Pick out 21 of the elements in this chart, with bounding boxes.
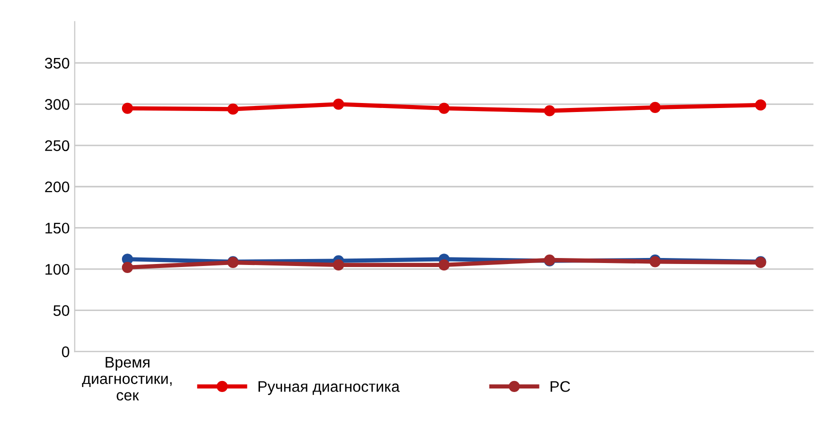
point	[227, 104, 239, 115]
point	[122, 102, 134, 114]
y-tick-label: 100	[46, 264, 70, 275]
legend-label: PC	[550, 381, 570, 392]
point	[544, 105, 556, 116]
legend-label: Ручная диагностика	[258, 381, 400, 395]
y-tick-label: 50	[53, 305, 70, 316]
y-tick-label: 350	[44, 58, 70, 69]
point	[332, 259, 344, 271]
point	[122, 262, 134, 273]
point	[755, 99, 766, 111]
y-tick-label: 300	[44, 99, 70, 110]
y-tick-label: 200	[45, 181, 70, 192]
y-tick-label: 0	[62, 346, 70, 358]
point	[438, 259, 450, 271]
point	[650, 102, 661, 114]
y-tick-label: 250	[45, 140, 70, 152]
y-tick-label: 150	[46, 222, 70, 234]
x-tick-label: Время диагностики, сек	[82, 356, 172, 401]
point	[438, 102, 450, 114]
point	[332, 98, 344, 110]
